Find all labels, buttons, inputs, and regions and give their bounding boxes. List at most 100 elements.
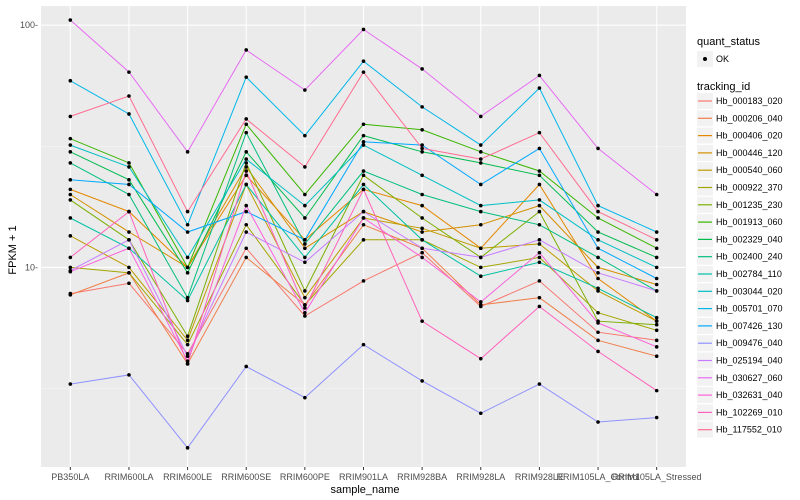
data-point (303, 289, 307, 293)
data-point (420, 216, 424, 220)
data-point (361, 222, 366, 227)
data-point (596, 209, 600, 214)
data-point (596, 286, 600, 291)
data-point (185, 298, 190, 303)
legend-series-label: Hb_009476_040 (716, 338, 783, 348)
data-point (127, 192, 131, 197)
data-point (127, 281, 131, 286)
legend-series-label: Hb_003044_020 (716, 286, 783, 296)
x-tick-label: RRIM928LA (456, 472, 505, 482)
data-point (127, 246, 131, 251)
data-point (654, 328, 659, 333)
data-point (537, 169, 542, 173)
data-point (185, 342, 190, 347)
data-point (244, 255, 249, 260)
data-point (185, 150, 190, 154)
data-point (537, 242, 542, 246)
data-point (361, 140, 366, 144)
data-point (303, 303, 307, 307)
y-tick-label: 100- (20, 20, 38, 30)
data-point (127, 177, 131, 182)
legend-series-label: Hb_001235_230 (716, 200, 783, 210)
data-point (303, 310, 307, 315)
data-point (361, 238, 366, 242)
data-point (127, 182, 131, 187)
data-point (420, 150, 424, 154)
data-point (596, 321, 600, 325)
data-point (127, 238, 131, 242)
data-point (420, 146, 424, 151)
data-point (420, 379, 424, 383)
data-point (596, 420, 600, 424)
data-point (361, 173, 366, 178)
data-point (244, 209, 249, 214)
data-point (361, 279, 366, 283)
data-point (244, 161, 249, 165)
data-point (537, 382, 542, 386)
legend-series-label: Hb_002329_040 (716, 234, 783, 244)
data-point (654, 338, 659, 343)
data-point (185, 255, 190, 260)
legend-series-label: Hb_000206_040 (716, 113, 783, 123)
data-point (596, 271, 600, 275)
data-point (361, 182, 366, 187)
data-point (303, 395, 307, 400)
data-point (654, 289, 659, 293)
data-point (537, 86, 542, 90)
data-point (478, 356, 483, 361)
data-point (127, 271, 131, 275)
x-tick-label: RRIM600LE (163, 472, 212, 482)
data-point (127, 265, 131, 270)
data-point (185, 354, 190, 359)
data-point (537, 130, 542, 135)
data-point (596, 349, 600, 354)
data-point (185, 209, 190, 214)
data-point (654, 415, 659, 420)
legend-series-label: Hb_005701_070 (716, 304, 783, 314)
data-point (420, 192, 424, 197)
data-point (244, 117, 249, 121)
data-point (537, 222, 542, 227)
data-point (420, 246, 424, 251)
data-point (127, 209, 131, 214)
data-point (420, 143, 424, 147)
data-point (244, 203, 249, 208)
data-point (68, 382, 73, 386)
data-point (420, 127, 424, 132)
data-point (303, 306, 307, 310)
data-point (361, 70, 366, 74)
data-point (303, 238, 307, 242)
x-tick-label: RRIM600LA (104, 472, 153, 482)
data-point (478, 411, 483, 416)
data-point (244, 157, 249, 161)
data-point (185, 338, 190, 343)
data-point (185, 222, 190, 227)
data-point (420, 255, 424, 260)
data-point (478, 143, 483, 147)
data-point (654, 315, 659, 320)
data-point (68, 18, 73, 22)
data-point (596, 255, 600, 260)
legend-series-label: Hb_032631_040 (716, 390, 783, 400)
data-point (244, 246, 249, 251)
data-point (244, 169, 249, 173)
data-point (537, 250, 542, 255)
data-point (185, 359, 190, 364)
data-point (68, 143, 73, 147)
data-point (654, 238, 659, 242)
data-point (654, 276, 659, 281)
data-point (244, 173, 249, 178)
data-point (420, 203, 424, 208)
data-point (537, 182, 542, 187)
x-tick-label: RRIM901LA (339, 472, 388, 482)
data-point (537, 203, 542, 208)
data-point (68, 216, 73, 220)
data-point (244, 222, 249, 227)
legend-series-label: Hb_001913_060 (716, 217, 783, 227)
data-point (303, 216, 307, 220)
legend-shape-title: quant_status (697, 36, 760, 48)
data-point (185, 362, 190, 366)
data-point (68, 187, 73, 192)
data-point (654, 255, 659, 260)
x-tick-label: RRIM105LA_Control (557, 472, 640, 482)
